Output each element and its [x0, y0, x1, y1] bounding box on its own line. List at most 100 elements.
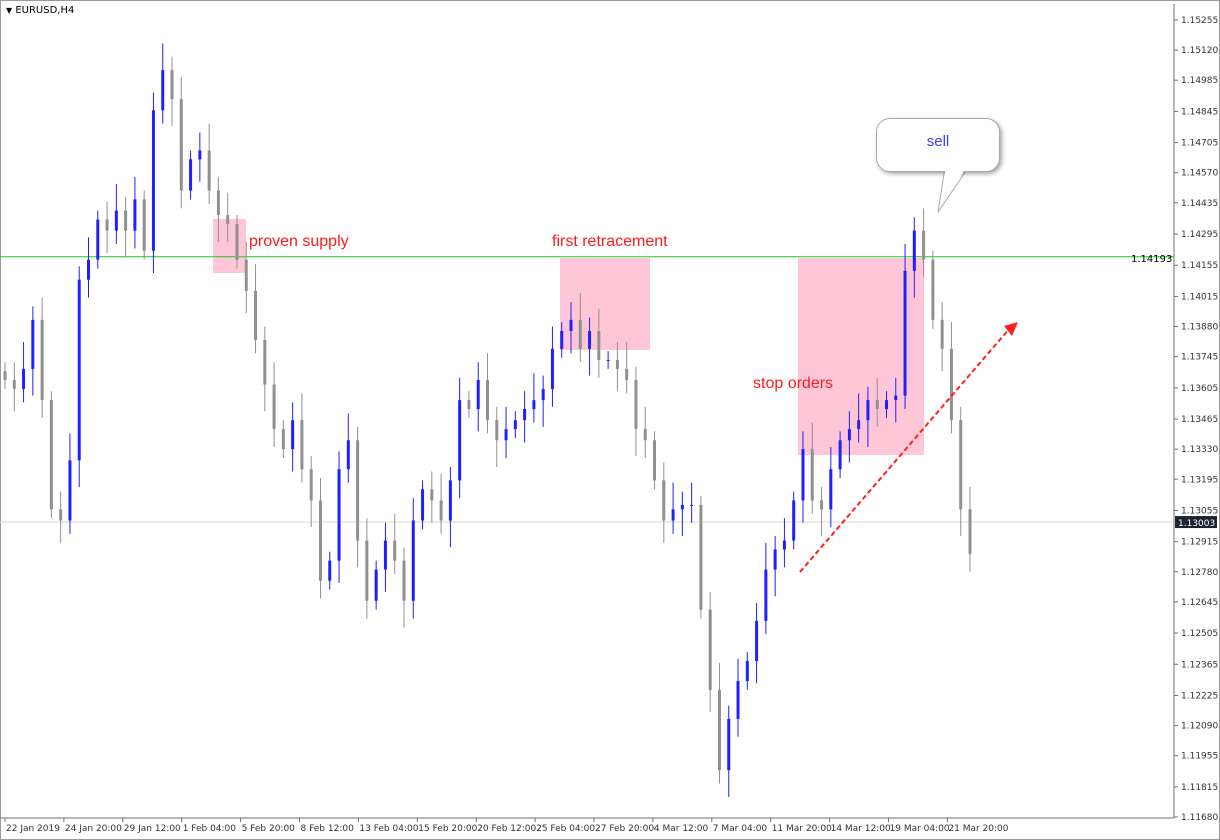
candle-body	[606, 359, 610, 361]
candle	[838, 431, 842, 479]
candle	[467, 391, 471, 418]
candle-body	[495, 420, 499, 441]
time-tick-label: 21 Mar 20:00	[948, 824, 1008, 834]
candle-body	[467, 400, 471, 410]
candle-body	[653, 440, 657, 481]
candle-body	[31, 319, 35, 369]
candle	[875, 377, 879, 427]
time-tick-label: 1 Feb 04:00	[183, 824, 237, 834]
time-tick-label: 22 Jan 2019	[6, 824, 60, 834]
candle-body	[244, 259, 248, 291]
candle	[523, 391, 527, 443]
price-tick-label: 1.12915	[1181, 538, 1218, 548]
candle	[773, 536, 777, 597]
time-tick-label: 15 Feb 20:00	[418, 824, 477, 834]
price-tick-label: 1.11955	[1181, 752, 1218, 762]
candle-body	[699, 504, 703, 610]
candle-body	[179, 99, 183, 191]
candle	[300, 393, 304, 483]
candle-body	[430, 489, 434, 501]
candle	[699, 495, 703, 619]
sell-label: sell	[926, 133, 950, 150]
candle-body	[782, 540, 786, 550]
candle	[421, 480, 425, 530]
candle-body	[643, 429, 647, 441]
sell-callout: sell	[876, 118, 1000, 172]
candle	[77, 266, 81, 488]
triangle-down-icon[interactable]: ▼	[6, 6, 13, 15]
candle-body	[810, 449, 814, 501]
candle	[903, 244, 907, 410]
price-tick-label: 1.15120	[1181, 46, 1218, 56]
time-tick-label: 20 Feb 12:00	[477, 824, 536, 834]
candle-body	[541, 388, 545, 401]
symbol-label: EURUSD,H4	[15, 5, 75, 16]
candle	[615, 342, 619, 392]
candle-body	[857, 420, 861, 430]
candle	[40, 297, 44, 418]
candle	[49, 391, 53, 519]
first-retracement-label: first retracement	[552, 233, 668, 250]
price-tick-label: 1.15255	[1181, 16, 1218, 26]
price-tick-label: 1.11815	[1181, 783, 1218, 793]
candle-body	[421, 489, 425, 521]
candle	[309, 455, 313, 528]
price-tick-label: 1.14845	[1181, 107, 1218, 117]
price-tick-label: 1.14570	[1181, 169, 1218, 179]
price-tick-label: 1.12090	[1181, 722, 1218, 732]
candle-body	[254, 290, 258, 340]
candle	[764, 542, 768, 635]
candle-body	[448, 480, 452, 521]
candle	[968, 487, 972, 572]
candle-body	[96, 219, 100, 260]
stop-orders-zone	[798, 258, 924, 455]
candle-body	[439, 500, 443, 521]
candle-body	[114, 210, 118, 231]
candle-body	[838, 440, 842, 470]
candle	[291, 402, 295, 472]
first-retracement-zone	[560, 258, 650, 350]
candle-body	[968, 509, 972, 554]
candle-body	[87, 259, 91, 280]
time-tick-label: 14 Mar 12:00	[831, 824, 891, 834]
candle-body	[884, 400, 888, 410]
candle-body	[912, 230, 916, 271]
candle	[532, 373, 536, 423]
candle-body	[411, 520, 415, 601]
candle-body	[77, 279, 81, 461]
current-price-label: 1.13003	[1178, 519, 1215, 529]
candle	[569, 302, 573, 354]
candle-body	[49, 400, 53, 510]
candle	[653, 431, 657, 490]
candle-body	[383, 540, 387, 570]
candle-body	[550, 348, 554, 389]
candle	[801, 431, 805, 523]
time-tick-label: 19 Mar 04:00	[890, 824, 950, 834]
candle-body	[486, 380, 489, 421]
candle-body	[662, 480, 666, 521]
time-tick-label: 7 Mar 04:00	[713, 824, 768, 834]
candle	[87, 237, 91, 298]
candle-body	[569, 319, 573, 331]
candle	[439, 473, 443, 534]
candle	[829, 446, 833, 528]
candle-body	[634, 380, 638, 430]
current-price-badge	[1175, 516, 1217, 529]
candle	[179, 76, 183, 209]
candle-body	[59, 509, 63, 521]
candle-body	[170, 70, 174, 100]
candle-body	[226, 215, 230, 224]
candle-body	[764, 569, 768, 621]
candle	[328, 551, 332, 590]
candle-body	[281, 429, 285, 450]
candle	[680, 491, 684, 537]
time-tick-label: 8 Feb 12:00	[301, 824, 355, 834]
candle	[755, 602, 759, 684]
candle-body	[346, 440, 350, 470]
candle	[254, 264, 258, 354]
candle-body	[22, 368, 26, 389]
candle-body	[328, 560, 332, 581]
candle	[235, 215, 239, 269]
candle-body	[504, 429, 508, 441]
